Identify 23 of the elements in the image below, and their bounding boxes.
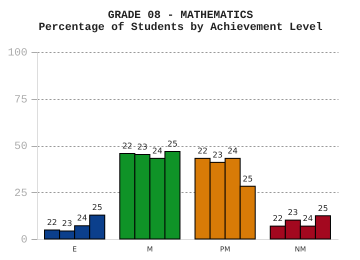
series-label: 22 [46, 218, 58, 228]
text: 25 [242, 174, 253, 184]
y-tick-label: 50 [14, 141, 28, 153]
y-tick-label: 25 [14, 188, 28, 200]
chart-subtitle: Percentage of Students by Achievement Level [38, 21, 323, 34]
text: 22 [272, 214, 283, 224]
text: 25 [167, 139, 178, 148]
series-label: 24 [77, 214, 88, 223]
y-tick-label: 75 [14, 94, 28, 106]
text: 23 [288, 208, 298, 218]
text: 22 [197, 146, 208, 156]
y-tick-label: 0 [20, 234, 28, 246]
series-label: 25 [92, 203, 102, 212]
text: 24 [152, 146, 162, 156]
series-label: 23 [62, 218, 72, 228]
text: 25 [318, 204, 328, 213]
text: 24 [302, 214, 313, 224]
y-tick-label: 100 [8, 48, 28, 60]
text: 23 [212, 150, 223, 160]
chart-title: GRADE 08 - MATHEMATICS [108, 10, 254, 22]
text: 22 [122, 142, 132, 151]
text: 24 [228, 146, 238, 156]
text: 23 [137, 142, 148, 152]
